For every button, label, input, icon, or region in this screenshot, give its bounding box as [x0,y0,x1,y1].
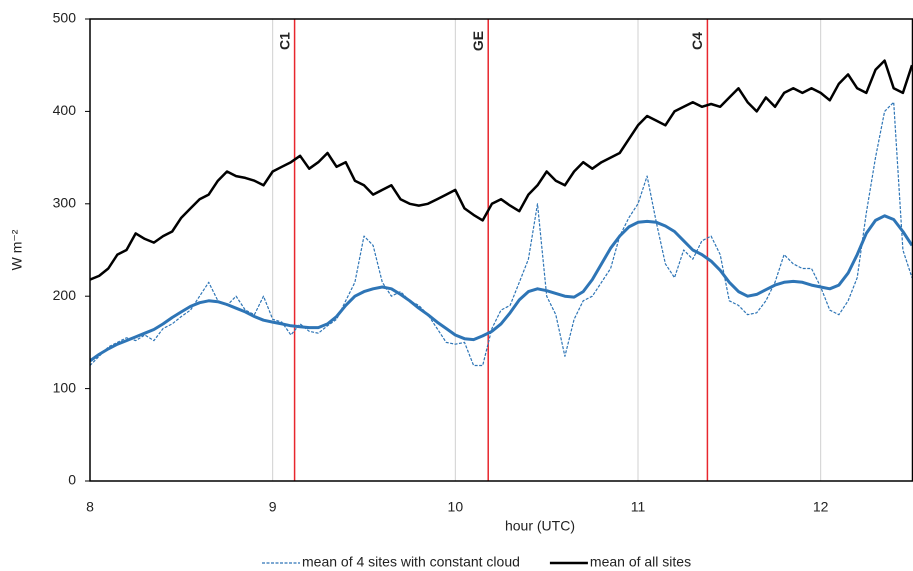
x-tick-label: 12 [813,499,829,515]
y-tick-label: 100 [53,379,77,395]
event-label: C4 [689,32,705,50]
y-axis-label: W m⁻² [9,229,25,270]
event-label: GE [470,31,486,51]
y-tick-label: 0 [68,472,76,488]
x-axis-label: hour (UTC) [505,518,575,534]
legend-label: mean of all sites [590,554,691,570]
series-line [90,101,912,367]
event-label: C1 [276,32,292,50]
y-tick-label: 400 [53,102,77,118]
series-line [90,59,912,281]
x-tick-label: 10 [448,499,464,515]
y-tick-label: 500 [53,10,77,26]
x-tick-label: 11 [631,499,646,515]
legend-label: mean of 4 sites with constant cloud [302,554,520,570]
series-line [90,214,912,363]
x-tick-label: 9 [269,499,277,515]
plot-frame [89,18,913,482]
y-tick-label: 300 [53,195,77,211]
y-tick-label: 200 [53,287,77,303]
x-tick-label: 8 [86,499,94,515]
